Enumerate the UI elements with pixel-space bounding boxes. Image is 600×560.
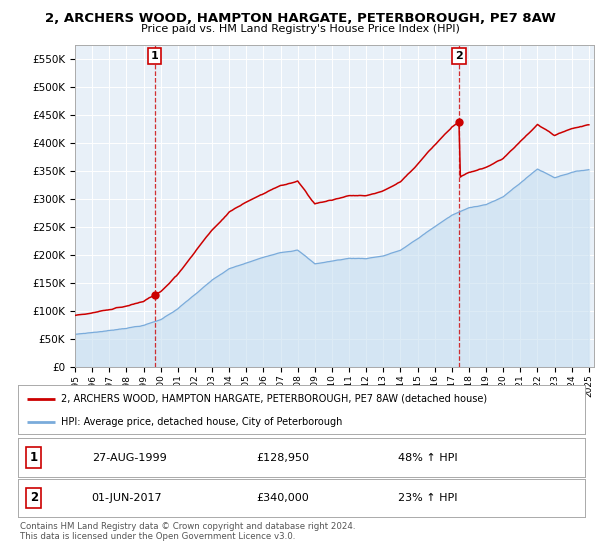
Text: Price paid vs. HM Land Registry's House Price Index (HPI): Price paid vs. HM Land Registry's House …: [140, 24, 460, 34]
Text: 1: 1: [30, 451, 38, 464]
Text: Contains HM Land Registry data © Crown copyright and database right 2024.
This d: Contains HM Land Registry data © Crown c…: [20, 522, 355, 542]
Text: 2: 2: [455, 51, 463, 61]
Text: 2, ARCHERS WOOD, HAMPTON HARGATE, PETERBOROUGH, PE7 8AW (detached house): 2, ARCHERS WOOD, HAMPTON HARGATE, PETERB…: [61, 394, 487, 404]
Text: HPI: Average price, detached house, City of Peterborough: HPI: Average price, detached house, City…: [61, 417, 342, 427]
Text: 01-JUN-2017: 01-JUN-2017: [92, 493, 163, 503]
Text: £128,950: £128,950: [256, 452, 309, 463]
Text: £340,000: £340,000: [256, 493, 309, 503]
Text: 48% ↑ HPI: 48% ↑ HPI: [398, 452, 458, 463]
Text: 23% ↑ HPI: 23% ↑ HPI: [398, 493, 457, 503]
Text: 2: 2: [30, 491, 38, 505]
Text: 27-AUG-1999: 27-AUG-1999: [92, 452, 166, 463]
Text: 2, ARCHERS WOOD, HAMPTON HARGATE, PETERBOROUGH, PE7 8AW: 2, ARCHERS WOOD, HAMPTON HARGATE, PETERB…: [44, 12, 556, 25]
Text: 1: 1: [151, 51, 158, 61]
